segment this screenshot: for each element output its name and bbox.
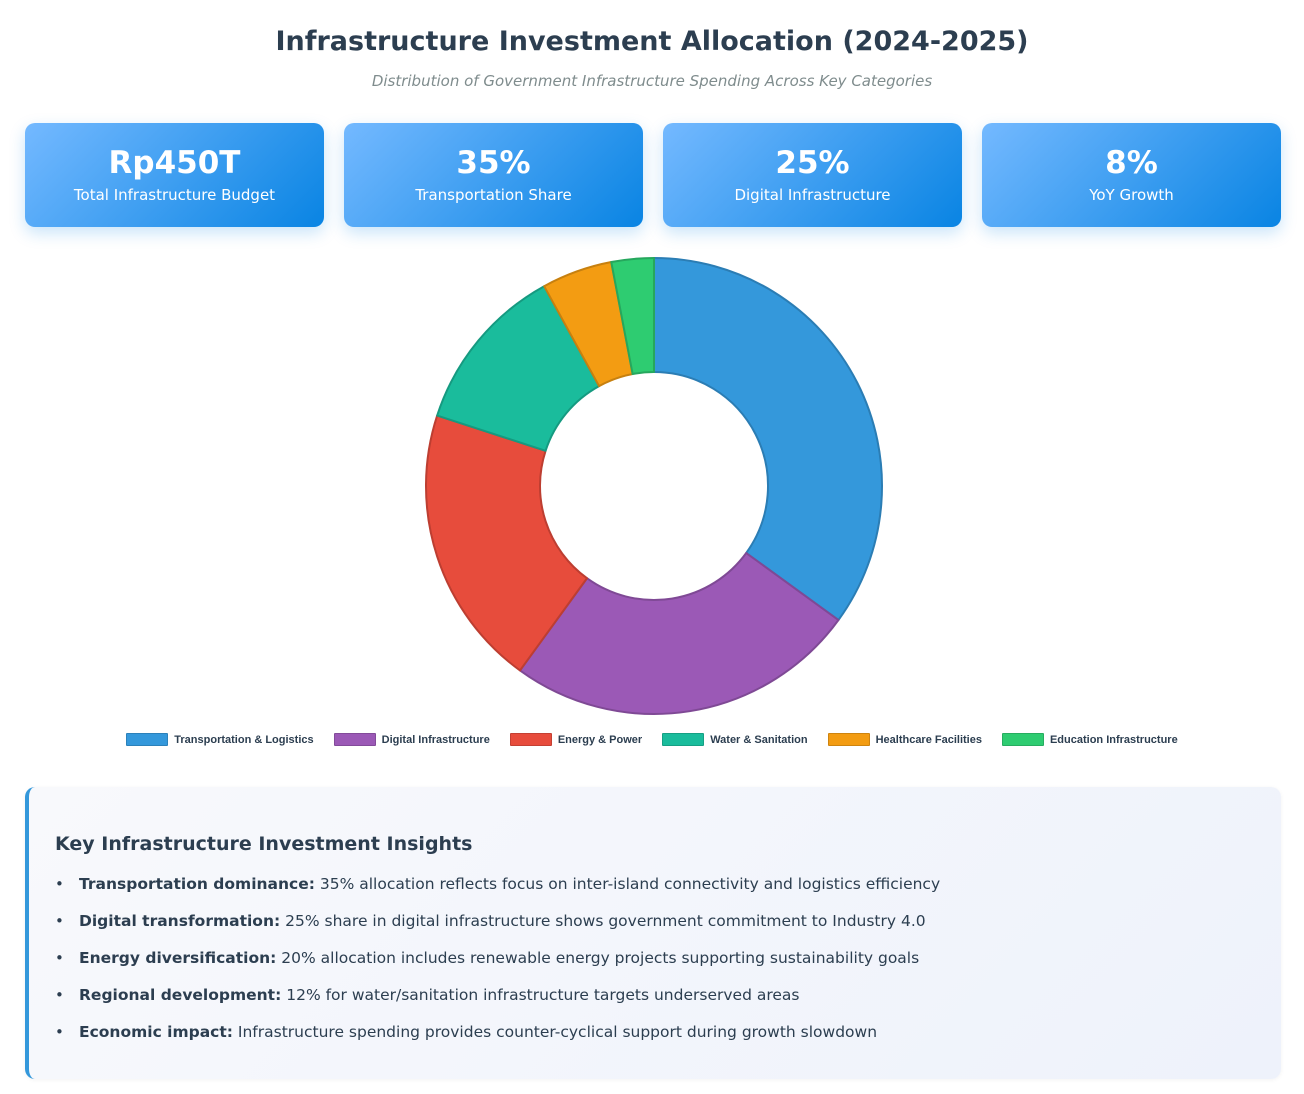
insight-text: 12% for water/sanitation infrastructure … (281, 986, 800, 1004)
insight-item: Transportation dominance: 35% allocation… (55, 873, 940, 910)
stat-card-digital-infrastructure: 25% Digital Infrastructure (663, 123, 962, 227)
legend-item[interactable]: Energy & Power (509, 733, 643, 746)
stat-cards: Rp450T Total Infrastructure Budget 35% T… (25, 123, 1281, 227)
legend-item[interactable]: Education Infrastructure (1001, 733, 1178, 746)
insight-text: Infrastructure spending provides counter… (232, 1023, 878, 1041)
insight-label: Regional development: (79, 986, 282, 1004)
stat-label: Transportation Share (415, 186, 572, 204)
insight-item: Regional development: 12% for water/sani… (55, 984, 940, 1021)
donut-chart (425, 257, 883, 715)
donut-slice[interactable] (610, 257, 655, 376)
insights-title: Key Infrastructure Investment Insights (55, 833, 473, 855)
insights-list: Transportation dominance: 35% allocation… (55, 873, 940, 1058)
insight-item: Economic impact: Infrastructure spending… (55, 1021, 940, 1058)
stat-value: Rp450T (108, 145, 241, 181)
legend-swatch (1001, 733, 1044, 746)
donut-slice[interactable] (425, 414, 588, 672)
page-title: Infrastructure Investment Allocation (20… (275, 26, 1029, 57)
donut-slice[interactable] (653, 257, 883, 622)
insight-label: Economic impact: (79, 1023, 233, 1041)
insight-text: 35% allocation reflects focus on inter-i… (314, 875, 941, 893)
legend-label: Water & Sanitation (710, 733, 808, 746)
legend-item[interactable]: Water & Sanitation (662, 733, 808, 746)
stat-value: 8% (1105, 145, 1158, 181)
legend-swatch (827, 733, 870, 746)
stat-value: 35% (456, 145, 531, 181)
legend-swatch (662, 733, 705, 746)
legend-swatch (333, 733, 376, 746)
legend-item[interactable]: Healthcare Facilities (827, 733, 982, 746)
legend-item[interactable]: Transportation & Logistics (126, 733, 314, 746)
legend-item[interactable]: Digital Infrastructure (333, 733, 490, 746)
stat-label: YoY Growth (1089, 186, 1174, 204)
chart-legend: Transportation & Logistics Digital Infras… (0, 733, 1304, 746)
insight-text: 25% share in digital infrastructure show… (280, 912, 926, 930)
legend-label: Energy & Power (557, 733, 643, 746)
stat-label: Total Infrastructure Budget (73, 186, 276, 204)
insight-item: Digital transformation: 25% share in dig… (55, 910, 940, 947)
legend-swatch (126, 733, 169, 746)
stat-card-transportation-share: 35% Transportation Share (344, 123, 643, 227)
legend-label: Education Infrastructure (1049, 733, 1178, 746)
donut-slice[interactable] (518, 552, 840, 715)
insight-text: 20% allocation includes renewable energy… (276, 949, 920, 967)
page-subtitle: Distribution of Government Infrastructur… (371, 72, 933, 90)
stat-card-yoy-growth: 8% YoY Growth (982, 123, 1281, 227)
stat-value: 25% (775, 145, 850, 181)
stat-card-total-budget: Rp450T Total Infrastructure Budget (25, 123, 324, 227)
legend-label: Transportation & Logistics (174, 733, 314, 746)
insight-label: Transportation dominance: (79, 875, 315, 893)
legend-label: Healthcare Facilities (875, 733, 982, 746)
legend-swatch (509, 733, 552, 746)
insight-label: Digital transformation: (79, 912, 281, 930)
stat-label: Digital Infrastructure (734, 186, 891, 204)
legend-label: Digital Infrastructure (381, 733, 490, 746)
insight-label: Energy diversification: (79, 949, 277, 967)
insight-item: Energy diversification: 20% allocation i… (55, 947, 940, 984)
insights-panel: Key Infrastructure Investment Insights T… (25, 787, 1281, 1079)
